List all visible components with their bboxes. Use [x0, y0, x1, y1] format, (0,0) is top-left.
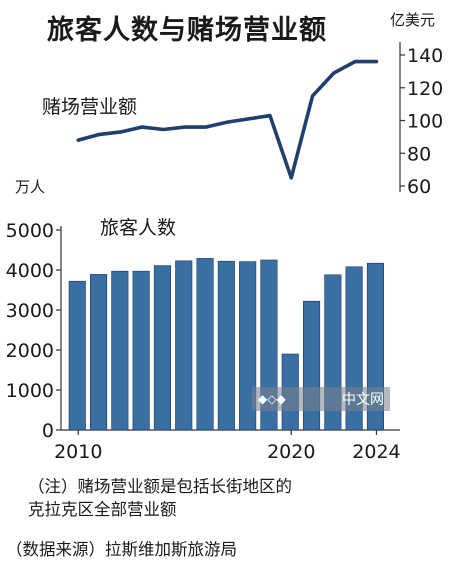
notes: （注）赌场营业额是包括长街地区的 克拉克区全部营业额	[28, 475, 292, 521]
bar-y-tick-label: 4000	[6, 260, 54, 282]
bar	[217, 260, 235, 431]
line-y-tick-label: 100	[407, 111, 443, 133]
bar	[153, 265, 171, 431]
logo-icon: ◆◇◆	[258, 392, 286, 406]
revenue-point	[119, 130, 123, 134]
bar	[111, 270, 129, 431]
line-y-tick-label: 60	[407, 176, 431, 198]
visitors-series-label: 旅客人数	[100, 217, 177, 239]
revenue-point	[183, 125, 187, 129]
bar-x-tick-label: 2024	[352, 441, 400, 463]
chart-title: 旅客人数与赌场营业额	[47, 15, 327, 46]
revenue-point	[204, 125, 208, 129]
revenue-point	[268, 114, 272, 118]
revenue-point	[161, 128, 165, 132]
revenue-point	[332, 71, 336, 75]
revenue-point	[311, 94, 315, 98]
bar-y-tick-label: 2000	[6, 340, 54, 362]
bar	[132, 270, 150, 431]
revenue-point	[98, 132, 102, 136]
revenue-point	[247, 117, 251, 121]
revenue-series-label: 赌场营业额	[42, 96, 138, 118]
bar-x-tick-label: 2020	[267, 441, 315, 463]
line-y-tick-label: 140	[407, 45, 443, 67]
revenue-point	[289, 176, 293, 180]
bar-y-tick-label: 5000	[6, 220, 54, 242]
revenue-point	[353, 60, 357, 64]
bar	[196, 258, 214, 431]
bar-x-tick-label: 2010	[54, 441, 102, 463]
bar-y-tick-label: 3000	[6, 300, 54, 322]
line-y-tick-label: 120	[407, 78, 443, 100]
line-y-tick-label: 80	[407, 143, 431, 165]
revenue-point	[140, 125, 144, 129]
revenue-point	[374, 60, 378, 64]
watermark-text: 中文网	[342, 392, 384, 408]
visitors-unit-label: 万人	[15, 178, 46, 196]
revenue-unit-label: 亿美元	[390, 11, 436, 29]
bar	[90, 274, 108, 431]
bar-y-tick-label: 0	[42, 420, 54, 442]
revenue-point	[225, 120, 229, 124]
note-line-1: （注）赌场营业额是包括长街地区的	[28, 477, 292, 496]
note-line-2: 克拉克区全部营业额	[28, 500, 177, 519]
bar	[175, 260, 193, 431]
revenue-line	[76, 59, 379, 180]
watermark: ◆◇◆ 中文网	[252, 387, 390, 411]
bar	[239, 261, 257, 431]
chart-canvas: 0 1000 2000 3000 4000 5000 2010 2020 2024 60 80 100…	[6, 42, 443, 463]
source-note: （数据来源）拉斯维加斯旅游局	[6, 540, 237, 559]
bar	[68, 280, 86, 431]
bar-y-tick-label: 1000	[6, 380, 54, 402]
revenue-point	[76, 138, 80, 142]
